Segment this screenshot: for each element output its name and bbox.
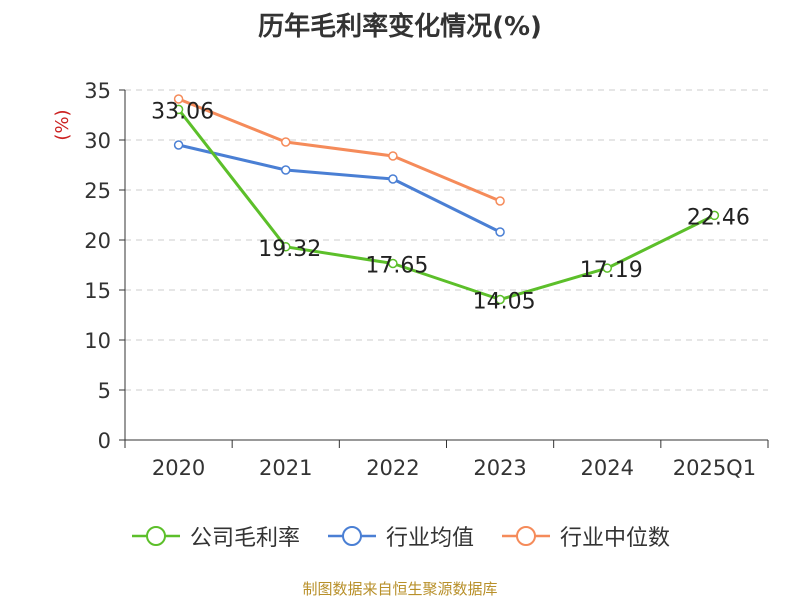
line-chart: 0 5 10 15 20 25 30 35 (%) 2020 2021 2022 2023 2024 202…	[52, 79, 769, 480]
data-point	[388, 174, 398, 184]
data-point	[173, 104, 184, 115]
data-point	[495, 227, 505, 237]
series-line	[177, 108, 716, 301]
y-tick-label: 30	[84, 129, 111, 153]
data-point	[602, 263, 612, 273]
legend-item: 行业中位数	[500, 520, 670, 552]
y-tick-label: 5	[98, 379, 111, 403]
series-line	[178, 143, 501, 234]
data-point	[495, 196, 505, 206]
y-tick-label: 15	[84, 279, 111, 303]
legend-marker	[516, 526, 536, 546]
data-labels: 33.06 19.32 17.65 14.05 17.19 22.46	[151, 99, 750, 314]
x-tick-label: 2024	[581, 456, 634, 480]
y-tick-label: 35	[84, 79, 111, 103]
legend: 公司毛利率 行业均值 行业中位数	[0, 520, 800, 552]
x-tick-label: 2023	[473, 456, 526, 480]
y-axis-label: (%)	[52, 109, 73, 140]
legend-label: 公司毛利率	[189, 526, 300, 551]
legend-marker	[145, 526, 166, 546]
data-point	[173, 94, 184, 104]
x-tick-label: 2022	[366, 456, 419, 480]
x-tick-label: 2020	[152, 456, 205, 480]
y-tick-label: 10	[84, 329, 111, 353]
data-point	[173, 140, 184, 150]
data-label: 17.65	[365, 254, 428, 279]
chart-title: 历年毛利率变化情况(%)	[258, 12, 542, 42]
x-tick-label: 2025Q1	[673, 456, 756, 480]
data-point	[709, 210, 720, 221]
data-label: 14.05	[473, 290, 536, 315]
source-note: 制图数据来自恒生聚源数据库	[302, 580, 498, 598]
data-point	[388, 151, 398, 161]
y-tick-label: 25	[84, 179, 111, 203]
x-tick-label: 2021	[259, 456, 312, 480]
data-label: 19.32	[258, 237, 321, 262]
legend-item: 公司毛利率	[130, 520, 300, 552]
data-point	[495, 294, 505, 305]
series-lines	[173, 94, 720, 305]
legend-item: 行业均值	[326, 520, 474, 552]
legend-marker	[341, 526, 362, 546]
legend-swatch	[327, 526, 376, 546]
y-tick-label: 0	[98, 429, 111, 453]
data-point	[281, 165, 291, 175]
data-label: 17.19	[580, 258, 643, 283]
axes: 0 5 10 15 20 25 30 35 (%) 2020 2021 2022 2023 2024 202…	[52, 79, 769, 480]
data-label: 33.06	[151, 99, 214, 124]
y-tick-label: 20	[84, 229, 111, 253]
legend-swatch	[502, 526, 550, 546]
data-label: 22.46	[687, 205, 750, 230]
series-line	[178, 97, 501, 203]
legend-swatch	[131, 526, 180, 546]
grid-lines	[125, 89, 768, 391]
data-point	[388, 258, 398, 269]
data-point	[281, 137, 291, 147]
legend-label: 行业均值	[385, 526, 474, 551]
legend-label: 行业中位数	[560, 526, 671, 551]
data-point	[281, 242, 291, 252]
